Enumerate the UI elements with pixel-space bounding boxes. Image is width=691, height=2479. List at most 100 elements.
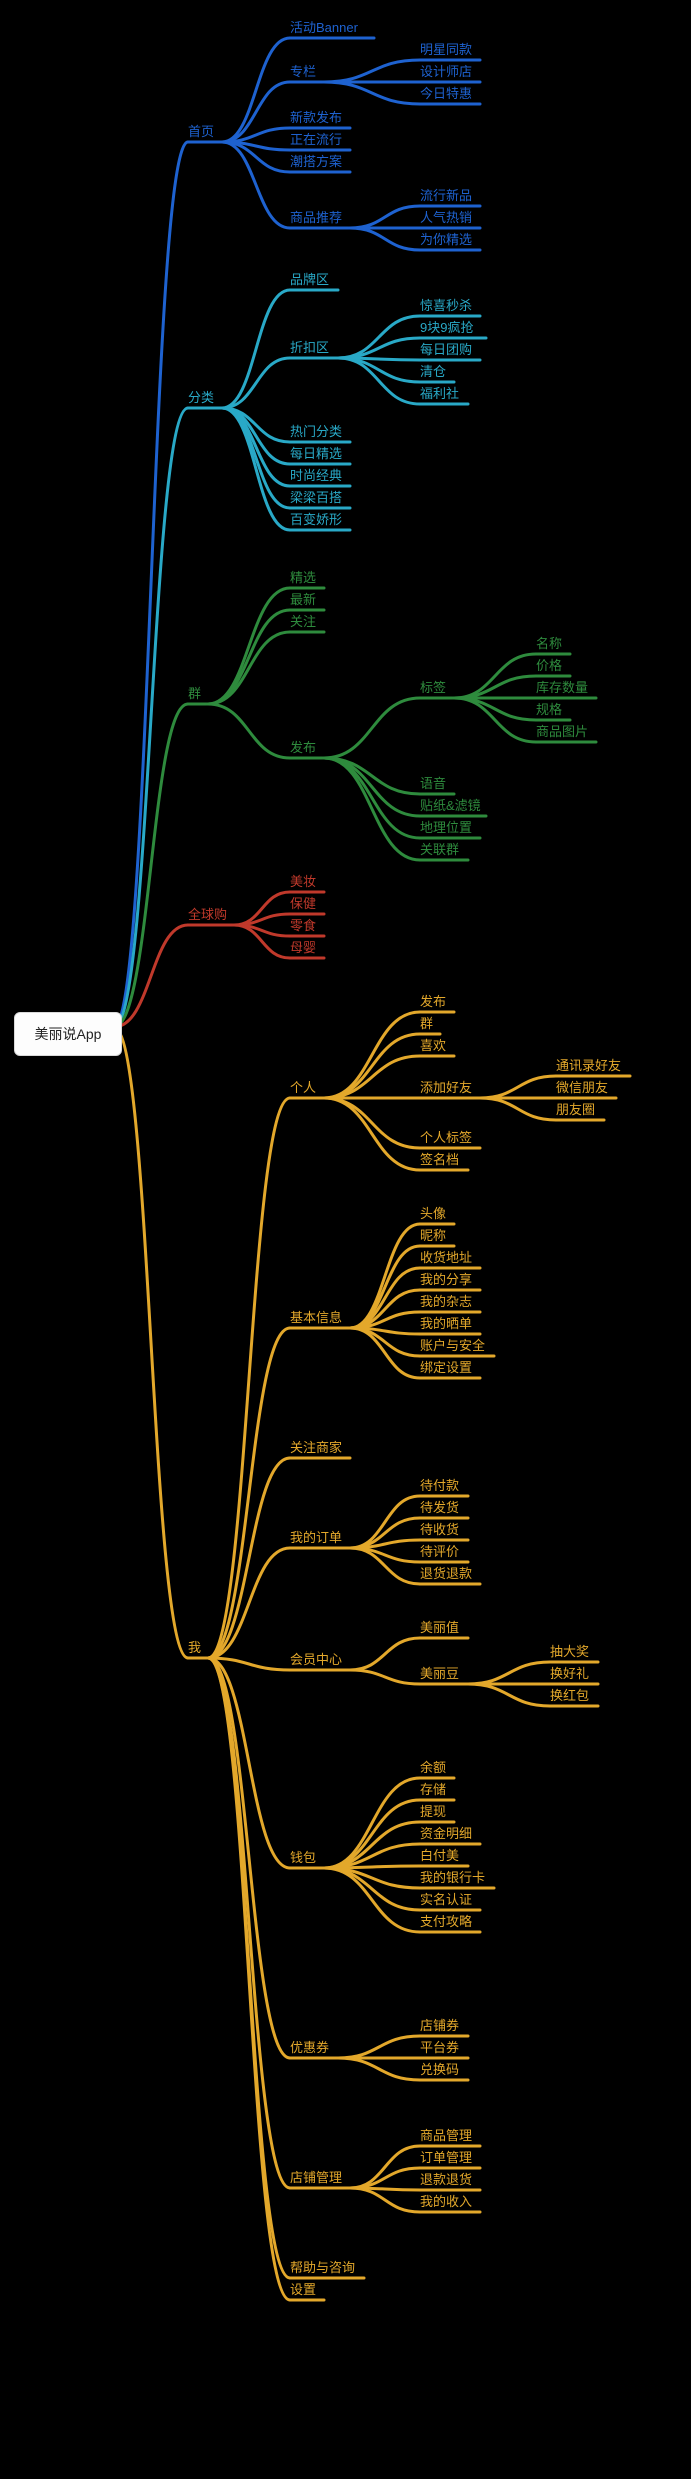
level2-node: 钱包: [290, 1850, 316, 1867]
level2-node: 潮搭方案: [290, 154, 342, 171]
level2-node: 活动Banner: [290, 20, 358, 37]
level3-node: 存储: [420, 1782, 446, 1799]
level2-node: 热门分类: [290, 424, 342, 441]
level2-node: 会员中心: [290, 1652, 342, 1669]
level4-node: 商品图片: [536, 724, 588, 741]
level3-node: 美丽豆: [420, 1666, 459, 1683]
level3-node: 余额: [420, 1760, 446, 1777]
level1-node: 全球购: [188, 907, 227, 924]
level3-node: 商品管理: [420, 2128, 472, 2145]
level3-node: 签名档: [420, 1152, 459, 1169]
level2-node: 专栏: [290, 64, 316, 81]
level3-node: 我的分享: [420, 1272, 472, 1289]
level2-node: 最新: [290, 592, 316, 609]
level3-node: 今日特惠: [420, 86, 472, 103]
level2-node: 商品推荐: [290, 210, 342, 227]
level3-node: 惊喜秒杀: [420, 298, 472, 315]
level3-node: 提现: [420, 1804, 446, 1821]
level2-node: 关注: [290, 614, 316, 631]
level4-node: 规格: [536, 702, 562, 719]
level3-node: 实名认证: [420, 1892, 472, 1909]
level3-node: 待评价: [420, 1544, 459, 1561]
level3-node: 待发货: [420, 1500, 459, 1517]
level1-node: 我: [188, 1640, 201, 1657]
level2-node: 优惠券: [290, 2040, 329, 2057]
level4-node: 换红包: [550, 1688, 589, 1705]
level2-node: 店铺管理: [290, 2170, 342, 2187]
level3-node: 个人标签: [420, 1130, 472, 1147]
level3-node: 绑定设置: [420, 1360, 472, 1377]
level4-node: 换好礼: [550, 1666, 589, 1683]
level3-node: 我的杂志: [420, 1294, 472, 1311]
level2-node: 百变娇形: [290, 512, 342, 529]
level3-node: 资金明细: [420, 1826, 472, 1843]
level2-node: 母婴: [290, 940, 316, 957]
level3-node: 设计师店: [420, 64, 472, 81]
level3-node: 头像: [420, 1206, 446, 1223]
level3-node: 每日团购: [420, 342, 472, 359]
level3-node: 我的银行卡: [420, 1870, 485, 1887]
level3-node: 发布: [420, 994, 446, 1011]
level2-node: 个人: [290, 1080, 316, 1097]
level2-node: 精选: [290, 570, 316, 587]
level3-node: 语音: [420, 776, 446, 793]
level2-node: 关注商家: [290, 1440, 342, 1457]
level3-node: 清仓: [420, 364, 446, 381]
level3-node: 我的收入: [420, 2194, 472, 2211]
level3-node: 明星同款: [420, 42, 472, 59]
level3-node: 贴纸&滤镜: [420, 798, 481, 815]
level4-node: 名称: [536, 636, 562, 653]
level4-node: 价格: [536, 658, 562, 675]
level3-node: 账户与安全: [420, 1338, 485, 1355]
level3-node: 退货退款: [420, 1566, 472, 1583]
mindmap-root: 美丽说App: [14, 1012, 122, 1056]
level3-node: 店铺券: [420, 2018, 459, 2035]
level4-node: 微信朋友: [556, 1080, 608, 1097]
level2-node: 我的订单: [290, 1530, 342, 1547]
level3-node: 我的晒单: [420, 1316, 472, 1333]
level4-node: 通讯录好友: [556, 1058, 621, 1075]
level4-node: 朋友圈: [556, 1102, 595, 1119]
level1-node: 首页: [188, 124, 214, 141]
level3-node: 9块9疯抢: [420, 320, 473, 337]
level2-node: 每日精选: [290, 446, 342, 463]
level3-node: 美丽值: [420, 1620, 459, 1637]
level3-node: 为你精选: [420, 232, 472, 249]
level3-node: 退款退货: [420, 2172, 472, 2189]
level3-node: 待付款: [420, 1478, 459, 1495]
level3-node: 关联群: [420, 842, 459, 859]
level3-node: 支付攻略: [420, 1914, 472, 1931]
level4-node: 抽大奖: [550, 1644, 589, 1661]
level2-node: 基本信息: [290, 1310, 342, 1327]
level3-node: 兑换码: [420, 2062, 459, 2079]
level2-node: 美妆: [290, 874, 316, 891]
level3-node: 待收货: [420, 1522, 459, 1539]
level3-node: 喜欢: [420, 1038, 446, 1055]
level3-node: 标签: [420, 680, 446, 697]
level3-node: 福利社: [420, 386, 459, 403]
level2-node: 正在流行: [290, 132, 342, 149]
level1-node: 分类: [188, 390, 214, 407]
level3-node: 昵称: [420, 1228, 446, 1245]
level3-node: 收货地址: [420, 1250, 472, 1267]
level3-node: 流行新品: [420, 188, 472, 205]
level2-node: 品牌区: [290, 272, 329, 289]
level3-node: 群: [420, 1016, 433, 1033]
level2-node: 零食: [290, 918, 316, 935]
level2-node: 梁梁百搭: [290, 490, 342, 507]
level2-node: 新款发布: [290, 110, 342, 127]
level1-node: 群: [188, 686, 201, 703]
level3-node: 地理位置: [420, 820, 472, 837]
level2-node: 保健: [290, 896, 316, 913]
level2-node: 发布: [290, 740, 316, 757]
level3-node: 订单管理: [420, 2150, 472, 2167]
level2-node: 帮助与咨询: [290, 2260, 355, 2277]
level2-node: 设置: [290, 2282, 316, 2299]
level2-node: 时尚经典: [290, 468, 342, 485]
level3-node: 平台券: [420, 2040, 459, 2057]
level3-node: 人气热销: [420, 210, 472, 227]
level2-node: 折扣区: [290, 340, 329, 357]
level3-node: 添加好友: [420, 1080, 472, 1097]
level4-node: 库存数量: [536, 680, 588, 697]
level3-node: 白付美: [420, 1848, 459, 1865]
